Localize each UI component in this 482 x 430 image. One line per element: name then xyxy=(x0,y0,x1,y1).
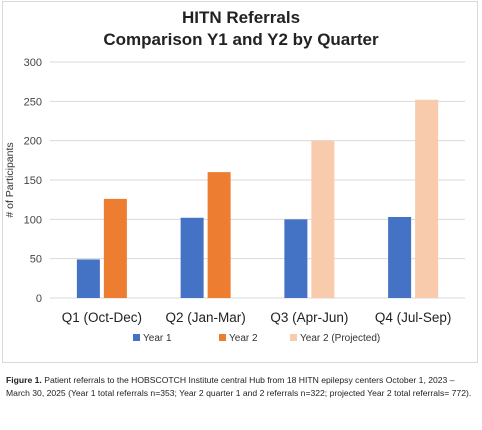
bar-chart: 0 50 100 150 200 250 300 # of Participants Q1 … xyxy=(4,57,465,344)
bar-year-2-projected--3 xyxy=(311,140,335,298)
y-tick-label: 150 xyxy=(24,175,42,187)
bar-year-1-1 xyxy=(76,259,100,298)
bar-year-1-3 xyxy=(284,219,308,298)
y-tick-label: 200 xyxy=(24,136,42,148)
legend-swatch xyxy=(290,334,297,341)
bars xyxy=(76,99,439,298)
bar-year-1-4 xyxy=(388,216,412,298)
x-category-label: Q2 (Jan-Mar) xyxy=(165,310,245,325)
y-tick-label: 300 xyxy=(24,57,42,69)
legend-label: Year 2 (Projected) xyxy=(300,333,380,344)
legend-swatch xyxy=(133,334,140,341)
x-category-label: Q3 (Apr-Jun) xyxy=(270,310,348,325)
y-axis-ticks: 0 50 100 150 200 250 300 xyxy=(24,57,42,305)
caption-label: Figure 1. xyxy=(6,375,42,385)
x-axis-categories: Q1 (Oct-Dec) Q2 (Jan-Mar) Q3 (Apr-Jun) Q4 (… xyxy=(62,310,452,325)
bar-year-2-2 xyxy=(207,172,231,298)
bar-year-2-1 xyxy=(103,198,127,298)
chart-subtitle: Comparison Y1 and Y2 by Quarter xyxy=(103,30,379,49)
y-tick-label: 100 xyxy=(24,214,42,226)
caption-text: Patient referrals to the HOBSCOTCH Insti… xyxy=(6,375,472,398)
legend-swatch xyxy=(219,334,226,341)
bar-year-1-2 xyxy=(180,217,204,298)
y-tick-label: 250 xyxy=(24,96,42,108)
figure-caption: Figure 1. Patient referrals to the HOBSC… xyxy=(6,374,476,399)
x-category-label: Q1 (Oct-Dec) xyxy=(62,310,142,325)
legend-label: Year 1 xyxy=(143,333,172,344)
bar-year-2-projected--4 xyxy=(415,99,439,298)
y-tick-label: 50 xyxy=(30,254,42,266)
legend: Year 1 Year 2 Year 2 (Projected) xyxy=(133,333,380,344)
y-tick-label: 0 xyxy=(36,293,42,305)
legend-label: Year 2 xyxy=(229,333,258,344)
x-category-label: Q4 (Jul-Sep) xyxy=(375,310,452,325)
chart-title: HITN Referrals xyxy=(181,8,301,27)
chart-frame xyxy=(2,1,478,363)
y-axis-label: # of Participants xyxy=(4,142,16,217)
